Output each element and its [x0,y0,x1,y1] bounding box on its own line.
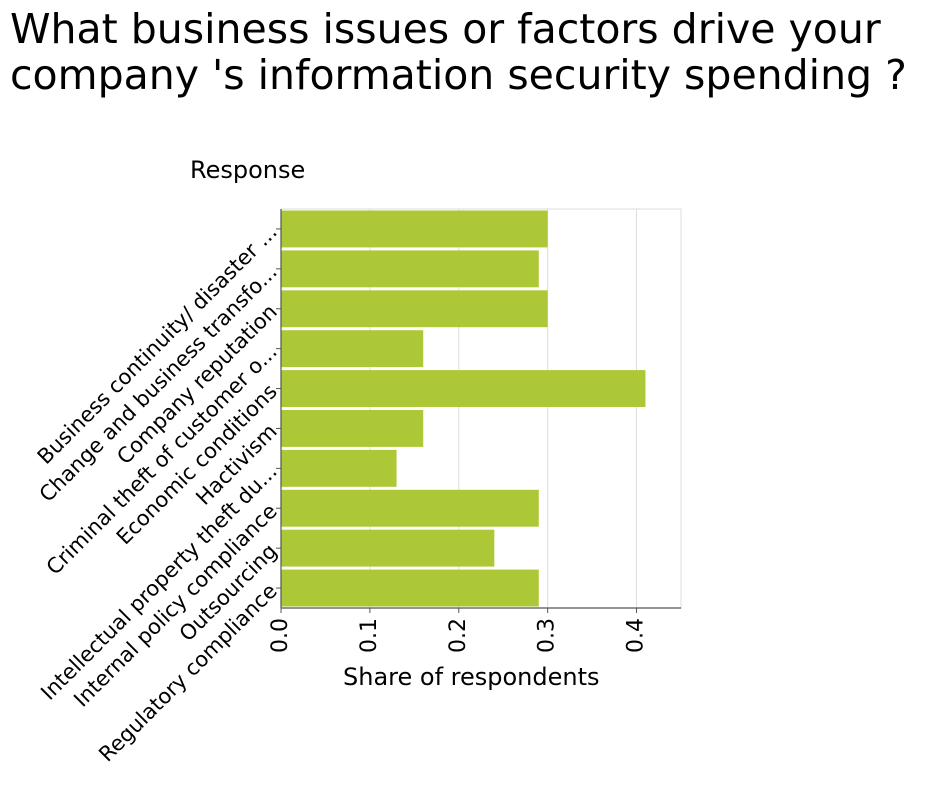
bar [281,410,424,447]
bar [281,529,495,567]
x-tick-label: 0.3 [535,618,560,653]
x-tick-label: 0.1 [357,618,382,653]
bar [281,569,539,607]
y-axis-label: Response [190,156,306,184]
x-axis-label: Share of respondents [343,663,600,691]
bar [281,330,424,368]
bar [281,370,646,407]
bar [281,290,548,328]
bar [281,449,397,487]
x-tick-label: 0.4 [624,618,649,653]
bar [281,250,539,288]
chart-title: What business issues or factors drive yo… [10,5,907,99]
bar [281,210,548,248]
bar [281,489,539,527]
x-tick-label: 0.2 [446,618,471,653]
x-tick-label: 0.0 [268,618,293,653]
